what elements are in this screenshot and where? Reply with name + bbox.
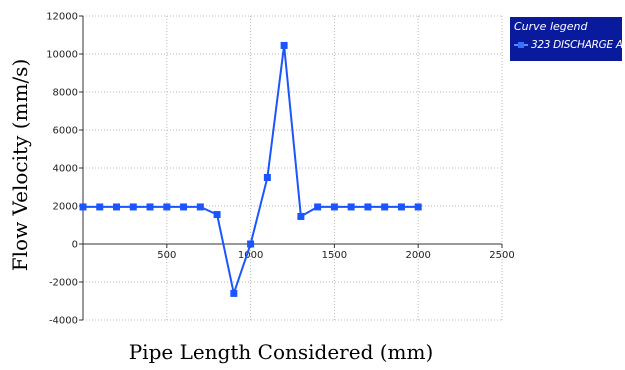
data-point [347,203,355,211]
x-axis-title: Pipe Length Considered (mm) [129,340,434,364]
x-tick-label: 2000 [405,250,430,261]
legend-title: Curve legend [514,20,588,33]
axes: -4000 -2000 0 2000 4000 6000 8000 10000 12000 500… [46,12,515,327]
x-tick-label: 500 [157,250,176,261]
y-tick-label: -2000 [49,278,78,289]
y-tick-label: -4000 [49,316,78,327]
series-layer [79,41,422,298]
y-tick-label: 12000 [46,12,78,23]
legend-item: 323 DISCHARGE A [514,38,623,52]
data-point [397,203,405,211]
data-point [129,203,137,211]
data-point [96,203,104,211]
y-tick-label: 10000 [46,50,78,61]
x-tick-label: 2500 [489,250,514,261]
x-tick-label: 1000 [238,250,263,261]
data-point [230,289,238,297]
curve-legend: Curve legend 323 DISCHARGE A [510,17,623,61]
data-point [364,203,372,211]
data-point [381,203,389,211]
data-point [263,174,271,181]
y-tick-label: 4000 [53,164,78,175]
data-point [330,203,338,211]
data-point [314,203,322,211]
data-point [297,212,305,220]
data-point [113,203,121,211]
data-point [196,203,204,211]
legend-series-label: 323 DISCHARGE A [531,39,623,51]
y-tick-label: 2000 [53,202,78,213]
y-tick-label: 0 [72,240,78,251]
data-point [414,203,422,211]
data-point [247,240,255,248]
data-point [213,211,221,219]
data-point [79,203,87,211]
data-point [146,203,154,211]
y-tick-label: 8000 [53,88,78,99]
grid [83,15,503,321]
data-point [280,41,288,49]
data-point [180,203,188,211]
legend-swatch-icon [514,39,528,51]
data-point [163,203,171,211]
y-tick-label: 6000 [53,126,78,137]
y-axis-title: Flow Velocity (mm/s) [8,59,32,272]
x-tick-label: 1500 [322,250,347,261]
